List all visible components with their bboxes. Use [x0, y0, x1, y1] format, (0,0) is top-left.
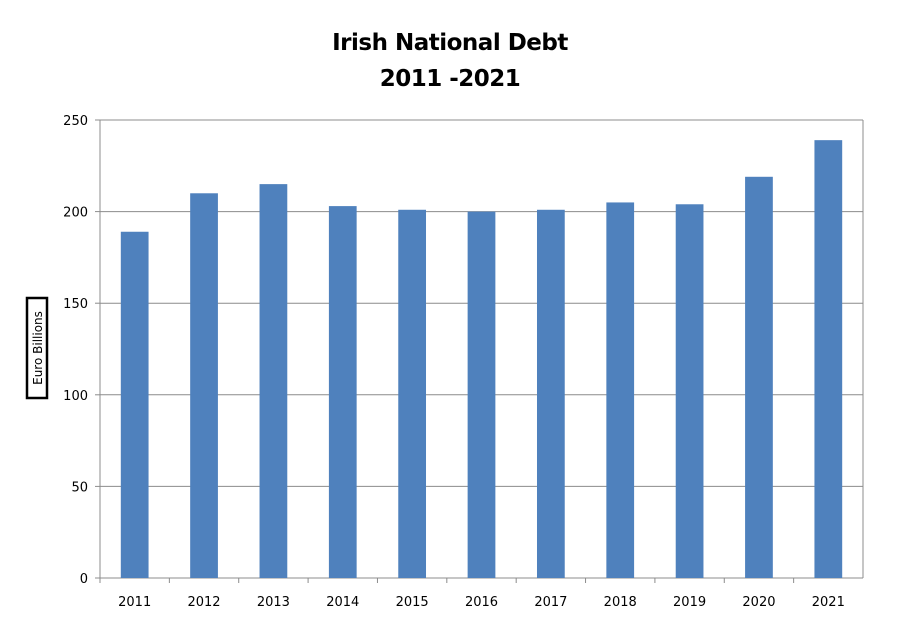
chart-title: Irish National Debt	[332, 30, 568, 56]
bar-2018	[606, 202, 635, 578]
y-tick-labels: 0 50 100 150 200 250	[63, 114, 88, 587]
bar-2014	[328, 206, 357, 578]
x-tick-label: 2013	[257, 595, 290, 610]
y-tick-label: 0	[80, 572, 88, 587]
bar-2019	[675, 204, 704, 578]
x-tick-label: 2014	[326, 595, 359, 610]
y-tick-label: 50	[71, 480, 88, 495]
x-tick-label: 2016	[465, 595, 498, 610]
bar-2015	[398, 209, 427, 578]
bar-2013	[259, 184, 288, 578]
x-tick-label: 2012	[187, 595, 220, 610]
y-tick-label: 100	[63, 389, 88, 404]
y-tick-label: 150	[63, 297, 88, 312]
bar-2011	[120, 231, 149, 578]
x-tick-label: 2015	[396, 595, 429, 610]
x-tick-label: 2011	[118, 595, 151, 610]
x-tick-label: 2017	[534, 595, 567, 610]
chart-subtitle: 2011 -2021	[379, 66, 521, 92]
bar-2016	[467, 211, 496, 578]
bar-2012	[190, 193, 218, 578]
x-tick-labels: 2011 2012 2013 2014 2015 2016 2017 2018 2019 2020…	[118, 595, 845, 610]
x-tick-label: 2021	[812, 595, 845, 610]
y-axis-label: Euro Billions	[31, 311, 45, 385]
bar-2017	[536, 209, 565, 578]
bar-2020	[745, 176, 773, 579]
bars	[120, 140, 843, 579]
x-tick-label: 2020	[742, 595, 775, 610]
x-tick-label: 2018	[604, 595, 637, 610]
bar-2021	[814, 140, 843, 579]
y-tick-label: 200	[63, 206, 88, 221]
y-axis-label-box: Euro Billions	[25, 296, 49, 400]
y-tick-label: 250	[63, 114, 88, 129]
y-axis-label-frame	[25, 296, 49, 400]
x-tick-label: 2019	[673, 595, 706, 610]
